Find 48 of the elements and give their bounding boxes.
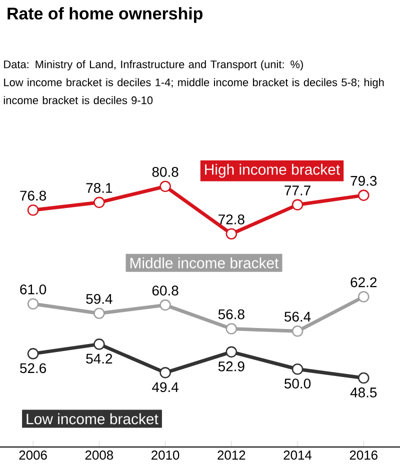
x-tick-label: 2012 (218, 450, 246, 460)
x-tick-label: 2006 (19, 450, 47, 460)
data-label: 54.2 (86, 354, 112, 364)
x-tick-label: 2016 (350, 450, 378, 460)
data-label: 80.8 (152, 166, 178, 177)
data-label: 56.4 (284, 312, 311, 322)
text: Low income bracket (26, 413, 158, 424)
x-tick-label: 2010 (152, 450, 180, 460)
point (226, 228, 238, 240)
x-tick-label: 2014 (284, 450, 312, 460)
point (358, 190, 370, 201)
data-label: 48.5 (350, 388, 377, 398)
text: Middle income bracket (130, 257, 279, 268)
point (226, 323, 238, 334)
x-tick-label: 2008 (85, 450, 114, 460)
point (358, 372, 370, 384)
data-label: 59.4 (86, 294, 112, 304)
point (27, 298, 39, 310)
point (27, 348, 39, 360)
text: Data: Ministry of Land, Infrastructure and Transport (unit: %) (4, 60, 303, 70)
data-label: 49.4 (152, 382, 178, 392)
point (94, 196, 105, 208)
text: Low income bracket is deciles 1-4; middle income bracket is deciles 5-8; high income bracket is deciles 9-10 (4, 78, 384, 104)
point (292, 326, 304, 337)
series-label: High income bracket (205, 164, 340, 178)
data-label: 61.0 (20, 284, 46, 294)
point (94, 308, 105, 320)
data-label: 72.8 (218, 214, 244, 224)
data-label: 62.2 (350, 277, 377, 288)
data-label: 52.9 (218, 361, 244, 372)
data-label: 77.7 (284, 186, 310, 196)
point (160, 299, 171, 311)
point (358, 291, 370, 302)
point (292, 363, 304, 375)
data-label: 79.3 (350, 176, 377, 186)
data-label: 78.1 (86, 183, 112, 193)
chart-title: Rate of home ownership (8, 7, 202, 23)
point (94, 338, 105, 350)
data-label: 76.8 (20, 190, 46, 201)
point (292, 199, 304, 210)
point (226, 346, 238, 358)
point (160, 367, 171, 378)
data-label: 56.8 (218, 309, 244, 320)
point (160, 180, 171, 192)
data-label: 50.0 (284, 378, 311, 389)
data-label: 60.8 (152, 286, 178, 296)
point (27, 204, 39, 216)
data-label: 52.6 (20, 363, 46, 374)
